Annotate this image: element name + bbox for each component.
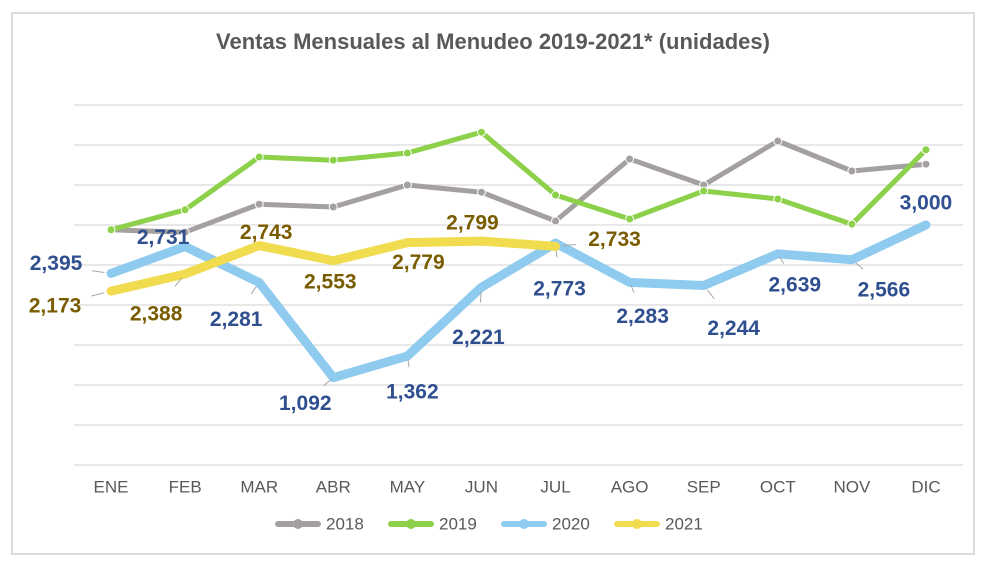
series-line xyxy=(106,220,931,383)
point xyxy=(180,205,190,215)
legend-marker xyxy=(632,519,642,529)
leader-line xyxy=(630,285,635,294)
legend-label: 2018 xyxy=(326,514,364,533)
point xyxy=(625,154,635,164)
x-tick-label: MAR xyxy=(240,477,278,496)
leader-line xyxy=(91,270,105,273)
x-tick-label: ABR xyxy=(316,477,351,496)
point xyxy=(921,159,931,169)
leader-line xyxy=(250,286,257,295)
x-tick-label: FEB xyxy=(169,477,202,496)
point xyxy=(476,127,486,137)
data-label: 2,743 xyxy=(240,221,293,244)
point xyxy=(699,186,709,196)
point xyxy=(921,145,931,155)
point xyxy=(402,180,412,190)
point xyxy=(180,227,190,237)
data-label: 2,779 xyxy=(392,251,445,274)
point xyxy=(847,219,857,229)
point xyxy=(254,152,264,162)
x-tick-label: AGO xyxy=(611,477,649,496)
point xyxy=(476,187,486,197)
x-tick-label: SEP xyxy=(687,477,721,496)
x-tick-label: NOV xyxy=(833,477,871,496)
x-tick-label: ENE xyxy=(94,477,129,496)
point xyxy=(106,225,116,235)
leader-line xyxy=(407,359,410,368)
data-label: 2,566 xyxy=(858,278,911,301)
leader-line xyxy=(174,277,183,287)
data-label: 2,244 xyxy=(707,317,760,340)
data-label: 1,092 xyxy=(279,392,332,415)
data-label: 2,799 xyxy=(446,212,499,235)
legend-marker xyxy=(293,519,303,529)
data-label: 2,395 xyxy=(30,252,83,275)
legend-label: 2021 xyxy=(665,514,703,533)
x-tick-label: MAY xyxy=(390,477,426,496)
x-tick-label: OCT xyxy=(760,477,796,496)
series-line xyxy=(106,236,561,296)
data-label: 2,731 xyxy=(137,226,190,249)
data-label: 2,639 xyxy=(769,273,822,296)
series-line xyxy=(108,138,929,235)
legend-marker xyxy=(406,519,416,529)
data-label: 3,000 xyxy=(900,192,953,215)
point xyxy=(551,190,561,200)
data-label: 2,553 xyxy=(304,270,357,293)
chart-title: Ventas Mensuales al Menudeo 2019-2021* (… xyxy=(216,29,770,54)
point xyxy=(328,155,338,165)
leader-line xyxy=(91,292,105,297)
leader-line xyxy=(706,289,715,299)
point xyxy=(773,194,783,204)
legend-label: 2020 xyxy=(552,514,590,533)
data-label: 2,388 xyxy=(130,303,183,326)
data-label: 2,173 xyxy=(29,295,82,318)
leader-line xyxy=(855,262,864,270)
point xyxy=(254,199,264,209)
data-label: 2,733 xyxy=(588,228,641,251)
point xyxy=(773,136,783,146)
leader-line xyxy=(562,244,577,247)
leader-line xyxy=(479,292,482,303)
x-tick-label: DIC xyxy=(911,477,940,496)
data-label: 2,773 xyxy=(533,278,586,301)
leader-line xyxy=(323,379,331,387)
point xyxy=(847,166,857,176)
legend-label: 2019 xyxy=(439,514,477,533)
point xyxy=(402,148,412,158)
x-tick-label: JUN xyxy=(465,477,498,496)
x-tick-label: JUL xyxy=(540,477,570,496)
data-label: 2,281 xyxy=(210,308,263,331)
data-label: 1,362 xyxy=(386,381,439,404)
legend-marker xyxy=(519,519,529,529)
data-label: 2,221 xyxy=(452,326,505,349)
data-label: 2,283 xyxy=(616,305,669,328)
point xyxy=(328,202,338,212)
leader-line xyxy=(779,256,785,264)
point xyxy=(551,216,561,226)
series-line xyxy=(108,129,929,233)
point xyxy=(625,214,635,224)
